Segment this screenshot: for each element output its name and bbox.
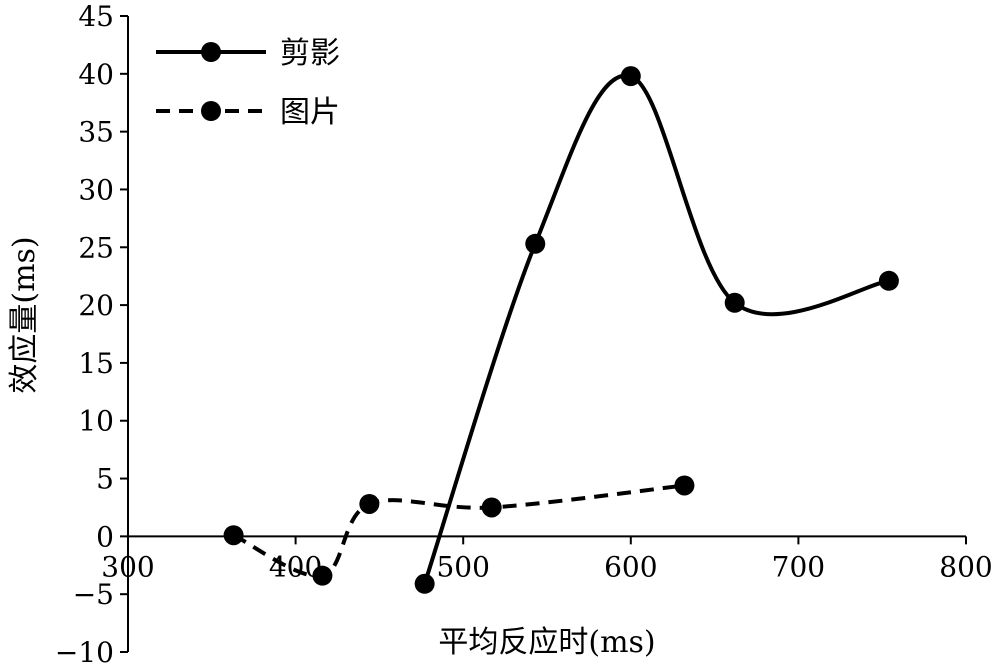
y-tick-label: 30 <box>78 173 114 206</box>
y-tick-label: 25 <box>78 231 114 264</box>
series-1 <box>414 66 899 594</box>
data-point <box>620 66 641 87</box>
x-tick-label: 700 <box>772 550 825 583</box>
data-point <box>414 573 435 594</box>
y-tick-label: −10 <box>55 636 114 666</box>
y-tick-label: −5 <box>73 578 114 611</box>
y-tick-label: 40 <box>78 58 114 91</box>
legend-item-1: 剪影 <box>156 36 340 71</box>
y-tick-label: 5 <box>96 463 114 496</box>
data-point <box>525 233 546 254</box>
data-point <box>223 525 244 546</box>
y-tick-label: 35 <box>78 116 114 149</box>
legend-marker <box>201 42 221 62</box>
legend-label: 剪影 <box>280 36 340 71</box>
data-point <box>312 565 333 586</box>
legend-item-2: 图片 <box>156 95 340 130</box>
x-tick-label: 600 <box>604 550 657 583</box>
data-point <box>878 270 899 291</box>
x-tick-label: 300 <box>101 550 154 583</box>
data-point <box>674 475 695 496</box>
y-tick-label: 10 <box>78 405 114 438</box>
data-point <box>359 493 380 514</box>
x-ticks: 300 400 500 600 700 800 <box>101 536 993 583</box>
y-axis-title: 效应量(ms) <box>7 236 42 393</box>
legend-marker <box>201 101 221 121</box>
x-tick-label: 800 <box>939 550 992 583</box>
legend-label: 图片 <box>280 95 340 130</box>
series-2 <box>223 475 695 586</box>
data-point <box>724 292 745 313</box>
series-layer <box>223 66 899 594</box>
y-tick-label: 0 <box>96 520 114 553</box>
y-ticks: −10 −5 0 5 10 15 20 25 30 35 40 45 <box>55 0 128 666</box>
x-tick-label: 500 <box>436 550 489 583</box>
y-tick-label: 15 <box>78 347 114 380</box>
data-point <box>481 497 502 518</box>
x-axis-title: 平均反应时(ms) <box>438 625 655 660</box>
y-tick-label: 20 <box>78 289 114 322</box>
y-tick-label: 45 <box>78 0 114 33</box>
